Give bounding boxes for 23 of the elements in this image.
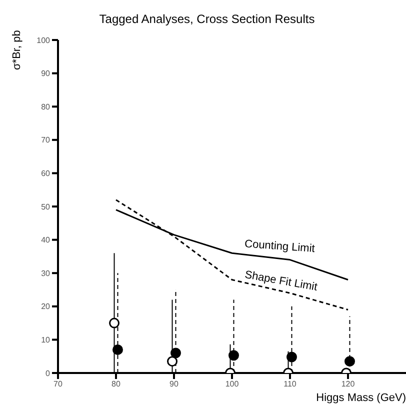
x-axis-title: Higgs Mass (GeV) — [316, 392, 406, 404]
y-tick-label: 60 — [41, 169, 51, 178]
y-tick-label: 10 — [41, 336, 51, 345]
text: Shape Fit Limit — [244, 268, 318, 294]
y-tick-label: 40 — [41, 236, 51, 245]
y-tick-label: 30 — [41, 268, 51, 278]
series-label: Counting Limit — [244, 238, 316, 256]
y-tick-label: 70 — [41, 136, 51, 145]
chart-title: Tagged Analyses, Cross Section Results — [98, 12, 316, 26]
x-tick-label: 120 — [341, 380, 356, 389]
y-tick-label: 100 — [36, 36, 51, 45]
x-tick-label: 110 — [284, 380, 297, 389]
y-tick-label: 90 — [41, 69, 51, 78]
x-tick-label: 100 — [225, 380, 240, 389]
x-tick-label: 80 — [112, 380, 121, 389]
y-tick-label: 50 — [41, 202, 51, 212]
y-tick-label: 80 — [41, 102, 51, 112]
y-tick-label: 20 — [41, 302, 51, 312]
x-tick-label: 90 — [170, 380, 179, 389]
y-tick-label: 0 — [46, 368, 51, 378]
y-axis-title: σ*Br, pb — [10, 30, 23, 70]
line-series — [115, 199, 349, 310]
x-tick-label: 70 — [54, 380, 63, 389]
